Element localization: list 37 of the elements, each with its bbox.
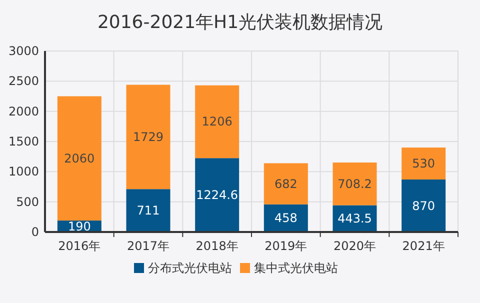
x-tick-label: 2017年 xyxy=(126,239,170,253)
x-tick-label: 2016年 xyxy=(58,239,101,253)
y-tick-label: 3000 xyxy=(8,44,39,58)
y-tick-label: 2500 xyxy=(8,74,39,88)
bar xyxy=(402,148,446,180)
y-tick-label: 1500 xyxy=(8,134,39,148)
y-tick-label: 1000 xyxy=(8,164,39,179)
data-label: 1729 xyxy=(132,130,164,144)
y-tick-label: 2000 xyxy=(8,104,39,118)
x-tick-label: 2018年 xyxy=(196,239,238,253)
data-label: 2060 xyxy=(64,151,95,166)
x-tick-label: 2019年 xyxy=(264,239,308,253)
bar xyxy=(332,162,377,206)
data-label: 711 xyxy=(136,204,160,218)
data-label: 708.2 xyxy=(338,176,372,191)
data-label: 1206 xyxy=(202,114,232,129)
bar xyxy=(57,96,102,221)
data-label: 190 xyxy=(68,219,91,234)
x-tick-label: 2021年 xyxy=(402,239,445,253)
x-tick-label: 2020年 xyxy=(333,239,376,253)
bar xyxy=(402,180,446,232)
data-label: 530 xyxy=(412,156,436,171)
data-label: 458 xyxy=(274,211,298,226)
data-label: 870 xyxy=(412,198,436,213)
bar xyxy=(126,84,170,190)
data-label: 682 xyxy=(274,176,298,191)
data-label: 1224.6 xyxy=(196,188,238,202)
legend-label: 集中式光伏电站 xyxy=(254,261,338,275)
bar xyxy=(195,158,240,232)
chart-title: 2016-2021年H1光伏装机数据情况 xyxy=(97,12,383,33)
bar xyxy=(264,163,308,204)
y-tick-label: 0 xyxy=(31,225,39,239)
legend-label: 分布式光伏电站 xyxy=(148,261,232,275)
bar xyxy=(126,189,170,232)
data-label: 443.5 xyxy=(338,212,372,226)
bar xyxy=(195,85,240,158)
y-tick-label: 500 xyxy=(16,194,39,209)
